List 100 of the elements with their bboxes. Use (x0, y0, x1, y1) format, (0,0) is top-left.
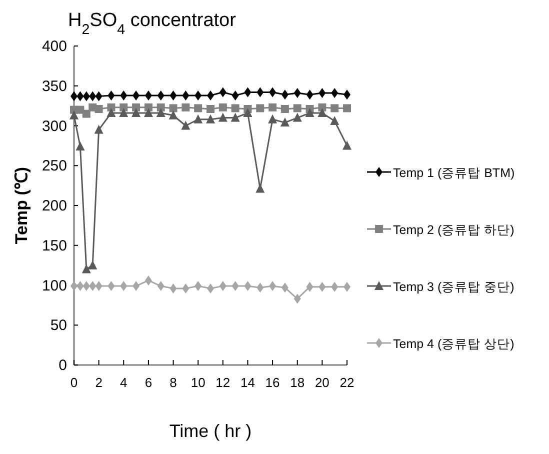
point (82, 91, 90, 102)
point (76, 106, 84, 114)
point (95, 91, 102, 102)
point (343, 104, 351, 112)
point (306, 282, 314, 292)
y-tick-label: 150 (42, 237, 67, 254)
point (157, 90, 164, 100)
point (89, 281, 96, 292)
y-tick-label: 50 (50, 317, 67, 334)
point (182, 283, 190, 294)
point (70, 110, 78, 120)
point (156, 108, 166, 117)
point (156, 103, 165, 112)
point (144, 90, 152, 100)
point (318, 103, 326, 112)
point (280, 118, 290, 127)
point (132, 281, 140, 292)
point (269, 87, 276, 98)
point (76, 91, 84, 102)
point (244, 87, 252, 98)
point (219, 281, 226, 292)
x-tick-label: 8 (170, 375, 177, 390)
point (268, 103, 277, 112)
point (293, 104, 302, 112)
point (219, 87, 226, 98)
point (144, 108, 153, 117)
point (107, 103, 116, 112)
legend-label: Temp 1 (증류탑 BTM) (393, 166, 515, 180)
point (108, 90, 115, 100)
point (230, 112, 240, 122)
point (157, 281, 164, 292)
point (243, 108, 252, 117)
point (256, 104, 264, 112)
x-axis-title: Time ( hr ) (169, 421, 252, 441)
point (120, 103, 128, 112)
legend-label: Temp 2 (증류탑 하단) (393, 223, 514, 237)
x-tick-label: 4 (120, 375, 128, 390)
point (331, 282, 338, 292)
point (144, 275, 152, 286)
point (330, 104, 339, 112)
point (194, 90, 202, 100)
x-tick-label: 22 (340, 375, 354, 390)
point (119, 108, 128, 117)
point (194, 281, 202, 292)
x-tick-label: 16 (265, 375, 280, 390)
point (206, 105, 214, 114)
x-tick-label: 18 (290, 375, 305, 390)
point (306, 90, 314, 100)
point (94, 124, 104, 134)
point (194, 104, 202, 112)
x-tick-label: 0 (70, 375, 78, 390)
x-tick-label: 2 (95, 375, 102, 390)
y-tick-label: 250 (42, 158, 67, 175)
point (331, 88, 338, 98)
point (169, 104, 178, 112)
x-tick-label: 6 (144, 375, 152, 390)
point (89, 91, 96, 102)
point (342, 140, 352, 150)
point (82, 110, 90, 118)
point (95, 281, 102, 292)
point (292, 112, 302, 122)
point (281, 282, 288, 293)
point (106, 108, 116, 117)
y-tick-label: 300 (42, 118, 67, 135)
y-tick-label: 350 (42, 78, 67, 95)
chart-title: H$_{2}$SO$_{4}$ concentrator (68, 10, 237, 38)
point (232, 90, 239, 100)
point (318, 88, 326, 98)
point (318, 282, 326, 292)
point (294, 88, 301, 98)
point (206, 114, 215, 124)
point (108, 281, 115, 292)
point (231, 104, 240, 112)
x-tick-label: 20 (314, 375, 330, 390)
point (181, 120, 190, 130)
point (120, 281, 128, 292)
point (120, 90, 128, 100)
x-tick-label: 10 (190, 375, 206, 390)
point (170, 283, 177, 294)
point (330, 116, 340, 125)
point (305, 108, 314, 117)
point (256, 282, 264, 293)
y-tick-label: 400 (42, 38, 67, 55)
point (269, 281, 276, 292)
point (82, 281, 90, 292)
point (194, 114, 203, 124)
point (182, 90, 190, 100)
point (294, 294, 301, 304)
point (280, 105, 289, 114)
point (168, 110, 178, 120)
x-tick-label: 14 (240, 375, 255, 390)
point (170, 90, 177, 100)
point (94, 105, 103, 114)
y-tick-label: 0 (58, 357, 67, 374)
legend-label: Temp 3 (증류탑 중단) (393, 280, 514, 294)
point (268, 114, 278, 124)
point (132, 90, 140, 100)
point (256, 184, 265, 193)
point (244, 281, 252, 292)
y-axis-title: Temp (℃) (12, 166, 31, 244)
